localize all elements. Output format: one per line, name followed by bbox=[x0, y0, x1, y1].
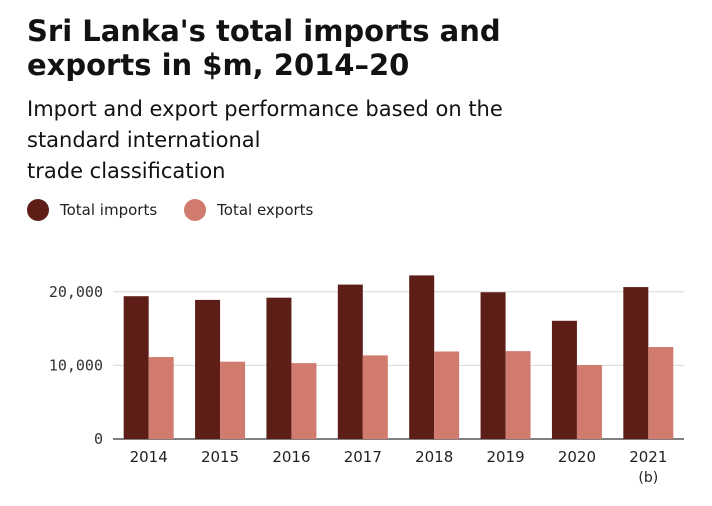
bar-imports bbox=[409, 275, 435, 439]
bar-imports bbox=[195, 299, 221, 439]
y-tick-label: 0 bbox=[94, 430, 103, 448]
x-tick-label: 2019 bbox=[486, 448, 524, 466]
legend-label-imports: Total imports bbox=[60, 201, 158, 219]
chart-subtitle-line: trade classification bbox=[27, 159, 226, 183]
bar-exports bbox=[648, 347, 674, 439]
y-tick-label: 20,000 bbox=[49, 283, 103, 301]
x-tick-label: 2020 bbox=[558, 448, 596, 466]
bar-imports bbox=[123, 296, 149, 439]
bar-exports bbox=[220, 361, 246, 439]
bar-imports bbox=[623, 287, 649, 439]
y-tick-label: 10,000 bbox=[49, 356, 103, 374]
chart-title-line: exports in $m, 2014–20 bbox=[27, 48, 410, 82]
x-tick-label: 2021 bbox=[629, 448, 667, 466]
y-axis: 0 10,000 20,000 bbox=[49, 283, 103, 448]
chart-subtitle-line: standard international bbox=[27, 128, 261, 152]
x-tick-note: (b) bbox=[638, 470, 658, 486]
legend-item-exports: Total exports bbox=[184, 199, 313, 221]
x-tick-label: 2016 bbox=[272, 448, 310, 466]
bar-exports bbox=[148, 357, 174, 439]
bars bbox=[123, 275, 674, 439]
chart-subtitle: Import and export performance based on t… bbox=[27, 94, 667, 187]
bar-exports bbox=[291, 363, 317, 439]
chart-title-line: Sri Lanka's total imports and bbox=[27, 14, 501, 48]
legend-swatch-imports bbox=[27, 199, 49, 221]
x-tick-label: 2017 bbox=[344, 448, 382, 466]
bar-imports bbox=[551, 320, 577, 439]
bar-exports bbox=[434, 351, 460, 439]
legend-swatch-exports bbox=[184, 199, 207, 221]
bar-exports bbox=[576, 365, 602, 439]
x-tick-label: 2015 bbox=[201, 448, 239, 466]
bar-imports bbox=[337, 284, 363, 439]
legend-label-exports: Total exports bbox=[217, 201, 314, 219]
legend-item-imports: Total imports bbox=[27, 199, 157, 221]
x-tick-label: 2018 bbox=[415, 448, 453, 466]
chart-title: Sri Lanka's total imports and exports in… bbox=[27, 14, 687, 82]
x-axis: 2014 2015 2016 2017 2018 2019 2020 2021 (b) bbox=[130, 448, 668, 486]
x-tick-label: 2014 bbox=[130, 448, 168, 466]
bar-exports bbox=[505, 351, 531, 439]
bar-imports bbox=[480, 292, 506, 439]
chart-subtitle-line: Import and export performance based on t… bbox=[27, 97, 503, 121]
bar-exports bbox=[362, 355, 388, 439]
bar-imports bbox=[266, 297, 292, 439]
chart-legend: Total imports Total exports bbox=[27, 199, 340, 221]
